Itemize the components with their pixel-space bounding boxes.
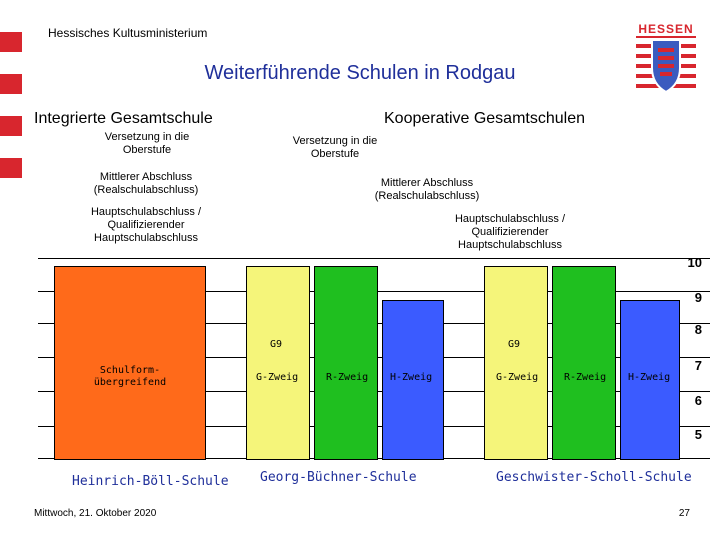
- grade-label-5: 5: [694, 427, 702, 442]
- georg-g-zweig-label: G-Zweig: [256, 372, 299, 383]
- georg-h-zweig-label: H-Zweig: [390, 372, 433, 383]
- igs-schulformuebergreifend-bar: [54, 266, 206, 460]
- section-heading-igs: Integrierte Gesamtschule: [34, 110, 213, 127]
- footer-date: Mittwoch, 21. Oktober 2020: [34, 508, 157, 519]
- kgs-mittlerer-abschluss-note: Mittlerer Abschluss (Realschulabschluss): [374, 177, 480, 202]
- decorative-mark: [0, 74, 22, 94]
- igs-hauptschulabschluss-note: Hauptschulabschluss / Qualifizierender H…: [90, 206, 202, 244]
- grade-label-10: 10: [687, 255, 702, 270]
- scholl-g-zweig-label: G-Zweig: [496, 372, 539, 383]
- igs-bar-label: Schulform-übergreifend: [93, 365, 167, 388]
- georg-g-zweig-bar: [246, 266, 310, 460]
- grade-label-9: 9: [694, 290, 702, 305]
- logo-text: HESSEN: [636, 22, 696, 38]
- grade-label-8: 8: [694, 322, 702, 337]
- section-heading-kgs: Kooperative Gesamtschulen: [384, 110, 585, 127]
- school-name-georg-buechner: Georg-Büchner-Schule: [260, 470, 417, 485]
- decorative-mark: [0, 158, 22, 178]
- grid-line: [38, 258, 710, 259]
- georg-h-zweig-bar: [382, 300, 444, 460]
- school-name-geschwister-scholl: Geschwister-Scholl-Schule: [496, 470, 692, 485]
- page-title: Weiterführende Schulen in Rodgau: [204, 62, 516, 84]
- kgs-hauptschulabschluss-note: Hauptschulabschluss / Qualifizierender H…: [454, 213, 566, 251]
- scholl-r-zweig-bar: [552, 266, 616, 460]
- decorative-mark: [0, 32, 22, 52]
- ministry-name: Hessisches Kultusministerium: [48, 26, 208, 40]
- georg-g9-label: G9: [270, 339, 283, 350]
- georg-r-zweig-bar: [314, 266, 378, 460]
- grade-label-7: 7: [694, 358, 702, 373]
- igs-versetzung-note: Versetzung in die Oberstufe: [104, 131, 190, 156]
- page-number: 27: [678, 508, 690, 519]
- scholl-h-zweig-bar: [620, 300, 680, 460]
- hessen-logo: HESSEN: [636, 22, 696, 102]
- hessen-coat-of-arms-icon: [636, 39, 696, 94]
- georg-r-zweig-label: R-Zweig: [326, 372, 369, 383]
- grade-label-6: 6: [694, 393, 702, 408]
- scholl-g9-label: G9: [508, 339, 521, 350]
- kgs-versetzung-note: Versetzung in die Oberstufe: [292, 135, 378, 160]
- scholl-r-zweig-label: R-Zweig: [564, 372, 607, 383]
- decorative-mark: [0, 116, 22, 136]
- igs-mittlerer-abschluss-note: Mittlerer Abschluss (Realschulabschluss): [93, 171, 199, 196]
- scholl-h-zweig-label: H-Zweig: [628, 372, 671, 383]
- school-name-heinrich-boell: Heinrich-Böll-Schule: [72, 474, 229, 489]
- scholl-g-zweig-bar: [484, 266, 548, 460]
